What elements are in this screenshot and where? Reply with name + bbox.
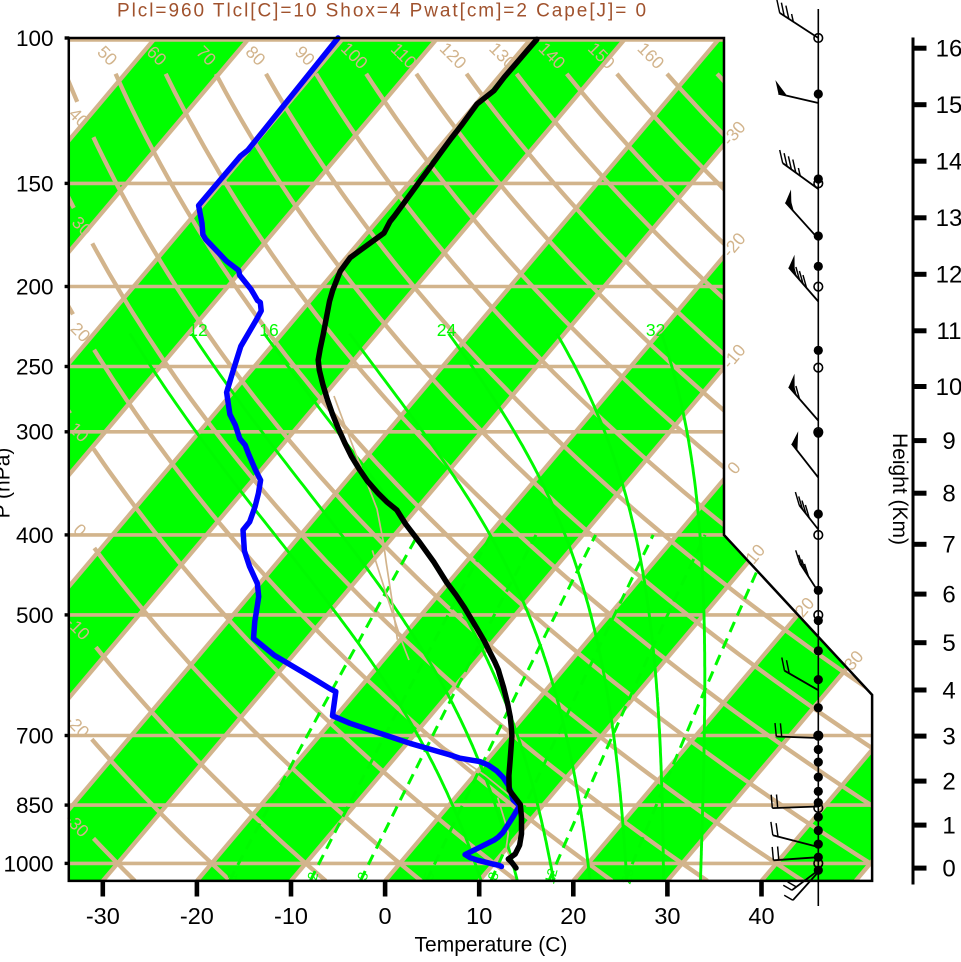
svg-text:9: 9 [942,428,955,455]
svg-text:3: 3 [942,724,955,751]
svg-text:16: 16 [259,320,278,340]
svg-text:20: 20 [560,903,586,929]
svg-text:250: 250 [16,354,54,379]
svg-text:8: 8 [942,481,955,508]
svg-text:500: 500 [16,603,54,628]
svg-text:-10: -10 [274,903,308,929]
svg-text:10: 10 [936,374,961,401]
svg-text:24: 24 [437,320,457,340]
svg-text:-30: -30 [86,903,120,929]
svg-text:4: 4 [942,677,955,704]
svg-text:150: 150 [16,171,54,196]
svg-text:14: 14 [936,149,961,176]
svg-text:2: 2 [942,769,955,796]
svg-text:15: 15 [936,92,961,119]
svg-text:300: 300 [16,420,54,445]
svg-text:12: 12 [936,262,961,289]
svg-text:-20: -20 [180,903,214,929]
svg-text:1: 1 [942,813,955,840]
svg-text:0: 0 [942,856,955,883]
svg-text:40: 40 [748,903,774,929]
svg-text:400: 400 [16,523,54,548]
svg-text:P (hPa): P (hPa) [0,448,15,519]
svg-text:100: 100 [16,26,54,51]
svg-text:16: 16 [936,36,961,63]
svg-text:700: 700 [16,723,54,748]
svg-text:30: 30 [654,903,680,929]
svg-text:850: 850 [16,793,54,818]
svg-text:11: 11 [937,318,961,345]
svg-text:6: 6 [942,582,955,609]
svg-text:Height (Km): Height (Km) [888,433,911,545]
svg-text:32: 32 [646,320,665,340]
svg-text:5: 5 [942,630,955,657]
svg-text:Temperature (C): Temperature (C) [415,933,568,956]
svg-text:200: 200 [16,274,54,299]
svg-text:12: 12 [188,320,207,340]
svg-text:Plcl=960 Tlcl[C]=10 Shox=4 Pwa: Plcl=960 Tlcl[C]=10 Shox=4 Pwat[cm]=2 Ca… [117,1,648,22]
svg-text:7: 7 [942,532,955,559]
svg-text:0: 0 [379,903,392,929]
svg-text:10: 10 [466,903,492,929]
svg-text:13: 13 [936,205,961,232]
svg-text:1000: 1000 [3,851,53,876]
